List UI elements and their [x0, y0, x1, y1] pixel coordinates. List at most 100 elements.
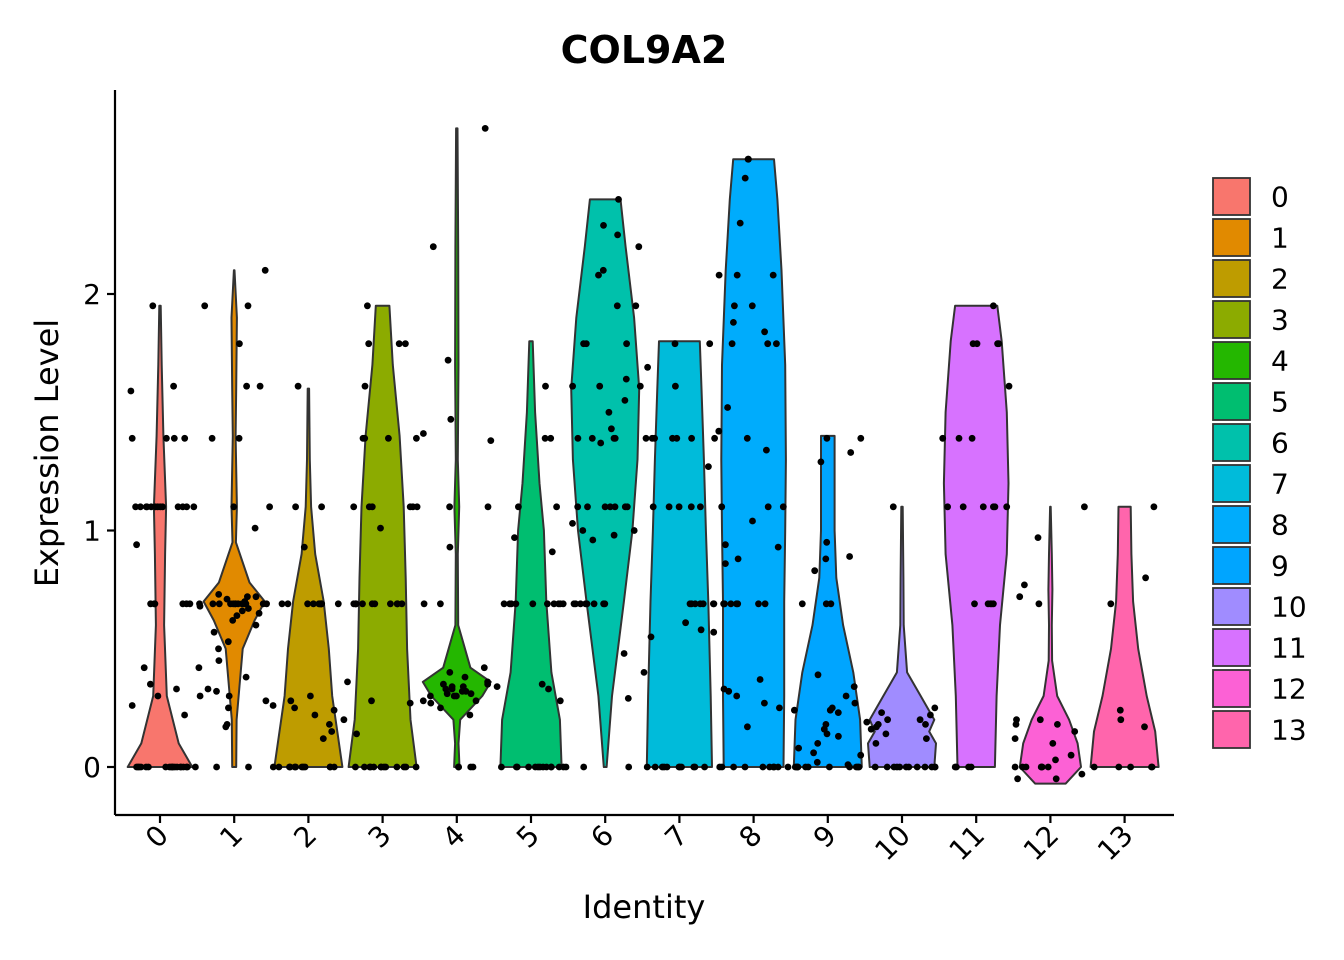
data-point: [644, 363, 651, 371]
data-point: [697, 503, 704, 511]
data-point: [569, 520, 576, 527]
data-point: [798, 600, 806, 608]
legend-label-9: 9: [1271, 550, 1289, 583]
data-point: [624, 695, 632, 702]
data-point: [402, 340, 409, 348]
data-point: [761, 699, 768, 707]
data-point: [137, 503, 144, 511]
y-tick-label: 2: [83, 278, 101, 311]
x-tick-label: 7: [658, 819, 694, 855]
data-point: [230, 503, 238, 511]
data-point: [1037, 763, 1045, 771]
data-point: [927, 711, 934, 719]
data-point: [613, 302, 621, 310]
data-point: [583, 600, 591, 608]
data-point: [610, 531, 618, 539]
violin-12: [1018, 505, 1082, 785]
data-point: [406, 699, 414, 707]
data-point: [730, 763, 737, 771]
data-point: [215, 645, 222, 653]
data-point: [245, 763, 252, 771]
data-point: [615, 196, 622, 203]
data-point: [846, 553, 853, 560]
data-point: [275, 763, 283, 771]
data-point: [921, 763, 929, 771]
data-point: [643, 763, 651, 771]
data-point: [774, 763, 782, 771]
data-point: [718, 503, 726, 511]
data-point: [135, 763, 143, 771]
data-point: [715, 427, 723, 435]
data-point: [756, 676, 764, 683]
data-point: [1141, 723, 1148, 731]
data-point: [235, 434, 243, 442]
violin-7: [645, 340, 713, 768]
legend-swatch-0: [1212, 177, 1251, 216]
data-point: [665, 503, 673, 511]
data-point: [163, 434, 170, 442]
x-tick-label: 2: [287, 819, 323, 855]
data-point: [307, 692, 314, 700]
data-point: [352, 763, 359, 771]
data-point: [179, 503, 187, 511]
data-point: [556, 697, 564, 705]
data-point: [850, 683, 858, 690]
data-point: [368, 503, 376, 511]
data-point: [364, 302, 371, 310]
data-point: [132, 503, 140, 511]
data-point: [640, 669, 648, 676]
data-point: [244, 593, 251, 601]
data-point: [223, 721, 231, 728]
data-point: [733, 600, 740, 608]
legend-swatch-9: [1212, 546, 1251, 585]
data-point: [1107, 600, 1115, 608]
data-point: [580, 763, 588, 771]
data-point: [722, 541, 729, 549]
data-point: [140, 664, 148, 672]
data-point: [823, 538, 831, 546]
data-point: [455, 763, 462, 771]
data-point: [1116, 706, 1124, 714]
data-point: [547, 763, 555, 771]
violin-11: [942, 304, 1010, 768]
data-point: [294, 382, 302, 390]
data-point: [601, 600, 609, 608]
data-point: [427, 699, 435, 707]
data-point: [728, 340, 736, 348]
data-point: [939, 434, 947, 442]
data-point: [304, 600, 311, 608]
data-point: [611, 503, 619, 511]
data-point: [854, 763, 862, 771]
legend-label-2: 2: [1271, 263, 1289, 296]
x-tick-label: 9: [807, 819, 843, 855]
data-point: [697, 626, 705, 634]
data-point: [669, 434, 676, 442]
data-point: [889, 503, 897, 511]
data-point: [481, 124, 489, 132]
data-point: [437, 600, 444, 608]
violin-5: [499, 340, 563, 768]
data-point: [733, 692, 741, 700]
legend-swatch-2: [1212, 259, 1251, 298]
data-point: [896, 763, 904, 771]
data-point: [385, 434, 392, 442]
data-point: [553, 503, 560, 511]
data-point: [847, 449, 855, 456]
data-point: [835, 732, 842, 740]
data-point: [705, 463, 712, 470]
data-point: [706, 340, 714, 348]
data-point: [170, 434, 178, 442]
data-point: [1011, 763, 1019, 771]
points-layer: [127, 124, 1158, 783]
data-point: [145, 763, 152, 771]
data-point: [883, 763, 891, 771]
data-point: [715, 271, 723, 279]
data-point: [813, 758, 821, 766]
data-point: [292, 503, 299, 511]
data-point: [256, 382, 264, 390]
data-point: [882, 730, 890, 738]
data-point: [968, 434, 976, 442]
y-tick-label: 0: [83, 751, 101, 784]
data-point: [720, 685, 728, 693]
